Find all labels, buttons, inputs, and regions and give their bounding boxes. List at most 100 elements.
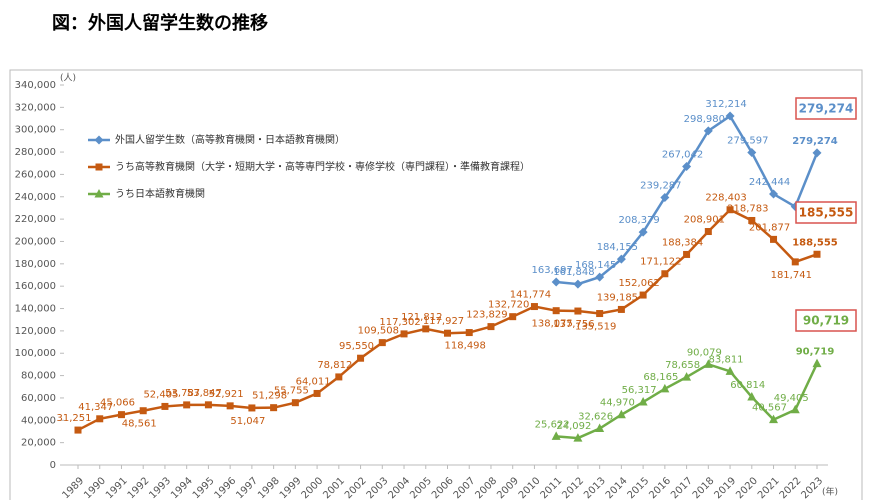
marker: [616, 254, 626, 264]
data-label: 279,597: [727, 136, 768, 147]
marker: [183, 401, 191, 409]
marker: [812, 358, 822, 368]
annotation-box: [795, 201, 857, 224]
x-tick-label: 2009: [495, 475, 521, 500]
data-label: 90,079: [687, 347, 722, 358]
x-tick-label: 2019: [713, 475, 739, 500]
data-label: 45,066: [100, 398, 135, 409]
data-label: 117,927: [423, 316, 464, 327]
marker: [509, 313, 517, 321]
data-label: 135,519: [575, 322, 616, 333]
marker: [139, 407, 147, 415]
y-tick-label: 320,000: [15, 102, 56, 113]
data-label: 181,741: [771, 270, 812, 281]
x-tick-label: 1992: [126, 475, 152, 500]
marker: [204, 401, 212, 409]
legend-marker: [94, 135, 104, 145]
marker: [682, 372, 692, 381]
marker: [638, 227, 648, 237]
marker: [574, 307, 582, 315]
marker: [596, 310, 604, 318]
data-label: 48,561: [122, 419, 157, 430]
marker: [400, 330, 408, 338]
data-label: 228,403: [705, 193, 746, 204]
legend-marker: [95, 163, 103, 171]
x-tick-label: 2013: [582, 475, 608, 500]
x-tick-label: 2005: [408, 475, 434, 500]
y-tick-label: 20,000: [21, 438, 56, 449]
data-label: 121,812: [401, 312, 442, 323]
marker: [770, 235, 778, 243]
data-label: 123,829: [466, 310, 507, 321]
x-unit: (年): [822, 486, 838, 498]
data-label: 312,214: [705, 99, 746, 110]
chart-frame: [9, 69, 863, 504]
data-label: 298,980: [684, 114, 725, 125]
marker: [813, 250, 821, 258]
data-label: 242,444: [749, 177, 790, 188]
data-label: 83,811: [709, 354, 744, 365]
data-label: 53,847: [187, 388, 222, 399]
x-tick-label: 1998: [256, 475, 282, 500]
data-label: 52,405: [143, 389, 178, 400]
y-tick-label: 220,000: [15, 214, 56, 225]
marker: [638, 397, 648, 406]
annotation: 185,555: [799, 206, 854, 220]
x-tick-label: 1997: [234, 475, 260, 500]
data-label: 24,092: [556, 421, 591, 432]
marker: [96, 415, 104, 423]
y-tick-label: 280,000: [15, 147, 56, 158]
x-tick-label: 2003: [365, 475, 391, 500]
data-label: 218,783: [727, 203, 768, 214]
marker: [117, 411, 125, 419]
x-tick-label: 1993: [147, 475, 173, 500]
annotation: 279,274: [799, 102, 854, 116]
series-line: [556, 114, 819, 286]
chart-title: 図：外国人留学生数の推移: [52, 12, 268, 34]
marker: [661, 270, 669, 278]
y-tick-label: 200,000: [15, 236, 56, 247]
data-label: 117,302: [379, 317, 420, 328]
marker: [226, 402, 234, 410]
marker: [812, 148, 822, 158]
data-label: 53,787: [165, 388, 200, 399]
data-label: 56,317: [622, 385, 657, 396]
marker: [595, 272, 605, 282]
data-label: 139,185: [597, 292, 638, 303]
x-tick-label: 1995: [191, 475, 217, 500]
marker: [747, 148, 757, 158]
marker: [291, 399, 299, 407]
marker: [465, 329, 473, 337]
marker: [617, 305, 625, 313]
marker: [357, 354, 365, 362]
legend-marker: [94, 189, 104, 198]
x-tick-label: 1994: [169, 475, 195, 500]
marker: [551, 431, 561, 440]
x-tick-label: 2010: [517, 475, 543, 500]
data-label: 137,756: [553, 319, 594, 330]
marker: [683, 250, 691, 258]
data-label: 51,047: [230, 416, 265, 427]
y-tick-label: 240,000: [15, 192, 56, 203]
x-tick-label: 2001: [321, 475, 347, 500]
annotation-box: [795, 309, 857, 332]
marker: [378, 339, 386, 347]
marker: [682, 162, 692, 172]
data-label: 132,720: [488, 300, 529, 311]
marker: [573, 433, 583, 442]
data-label: 78,658: [665, 360, 700, 371]
data-label: 161,848: [553, 267, 594, 278]
marker: [595, 423, 605, 433]
x-tick-label: 1991: [104, 475, 130, 500]
x-tick-label: 1989: [60, 475, 86, 500]
y-tick-label: 0: [50, 460, 56, 471]
marker: [616, 409, 626, 419]
x-tick-label: 2004: [386, 475, 412, 500]
y-tick-label: 260,000: [15, 169, 56, 180]
marker: [248, 404, 256, 412]
x-tick-label: 2017: [669, 475, 695, 500]
data-label: 184,155: [597, 242, 638, 253]
